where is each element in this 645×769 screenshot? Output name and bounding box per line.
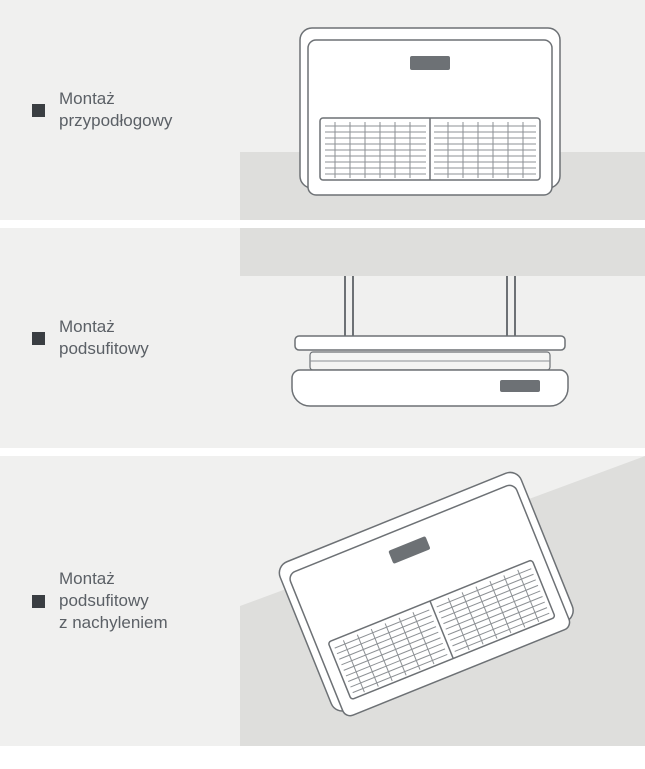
mount-option-floor: Montażprzypodłogowy [0,0,645,220]
label-zone: Montażpodsufitowyz nachyleniem [0,568,240,634]
bullet-icon [32,595,45,608]
illustration-ceiling-angled [240,456,645,746]
mount-label: Montażpodsufitowyz nachyleniem [59,568,168,634]
mount-option-ceiling-angled: Montażpodsufitowyz nachyleniem [0,456,645,746]
label-zone: Montażprzypodłogowy [0,88,240,132]
illustration-floor [240,0,645,220]
bullet-icon [32,332,45,345]
label-zone: Montażpodsufitowy [0,316,240,360]
mount-label: Montażprzypodłogowy [59,88,172,132]
illustration-ceiling [240,228,645,448]
mount-label: Montażpodsufitowy [59,316,149,360]
mount-option-ceiling: Montażpodsufitowy [0,228,645,448]
bullet-icon [32,104,45,117]
